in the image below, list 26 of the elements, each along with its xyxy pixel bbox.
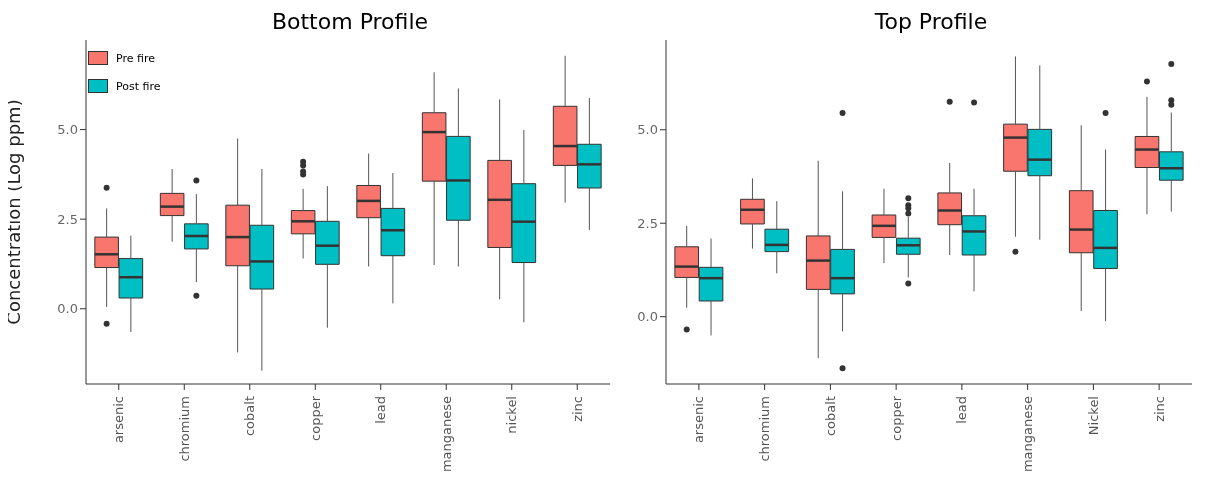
x-tick-label: manganese <box>438 396 454 473</box>
x-tick-label: lead <box>373 396 389 424</box>
x-tick-label: nickel <box>504 396 520 434</box>
y-tick-label: 5.0 <box>57 122 78 138</box>
y-tick-label: 2.5 <box>57 211 78 227</box>
x-tick-label: Nickel <box>1085 396 1101 436</box>
x-tick-label: zinc <box>1151 396 1167 422</box>
x-tick-label: chromium <box>757 396 773 462</box>
chart-title: Bottom Profile <box>270 8 430 36</box>
x-tick-label: cobalt <box>822 396 838 437</box>
y-tick-label: 0.0 <box>637 309 658 325</box>
x-tick-label: lead <box>954 396 970 424</box>
x-tick-label: copper <box>888 395 904 441</box>
y-tick-label: 0.0 <box>57 301 78 317</box>
x-tick-label: copper <box>307 395 323 441</box>
x-tick-label: chromium <box>176 396 192 462</box>
y-tick-label: 2.5 <box>637 215 658 231</box>
x-tick-label: cobalt <box>242 396 258 437</box>
y-tick-label: 5.0 <box>637 122 658 138</box>
x-tick-label: manganese <box>1020 396 1036 473</box>
legend-label: Pre fire <box>116 51 155 65</box>
chart-title: Top Profile <box>873 8 989 36</box>
legend-label: Post fire <box>116 79 161 93</box>
x-tick-label: arsenic <box>691 396 707 444</box>
x-tick-label: zinc <box>569 396 585 422</box>
x-tick-label: arsenic <box>111 396 127 444</box>
